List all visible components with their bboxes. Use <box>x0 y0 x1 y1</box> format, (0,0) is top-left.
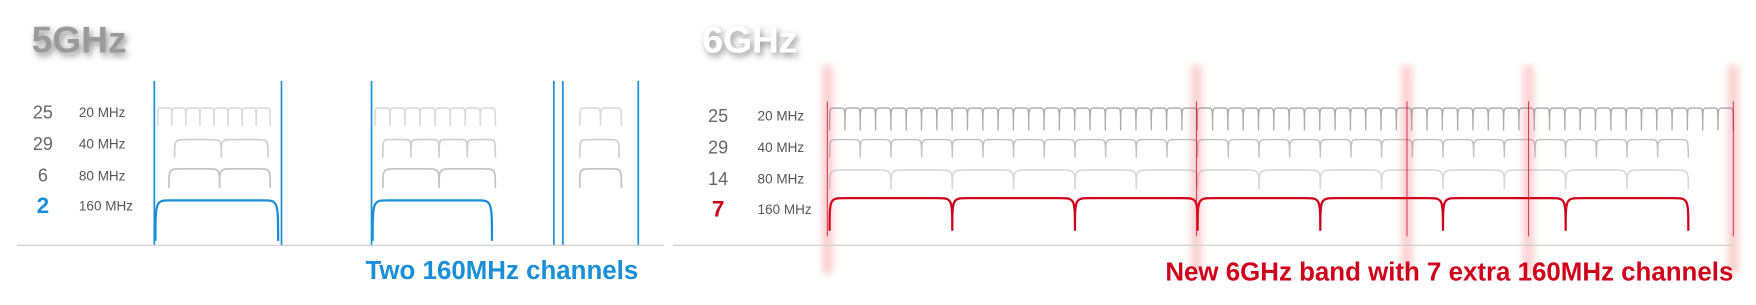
channel-count: 14 <box>708 169 728 189</box>
channel-curve <box>168 167 272 188</box>
channel-curve <box>371 199 494 241</box>
channel-curve <box>578 138 620 158</box>
channel-count: 25 <box>708 106 728 126</box>
channel-graphics <box>151 65 1739 274</box>
channel-curve <box>828 169 1690 190</box>
channel-curve <box>578 107 623 127</box>
channel-curve <box>173 138 269 158</box>
channel-width: 40 MHz <box>79 137 126 152</box>
band-title: 6GHz <box>702 19 797 61</box>
channel-count: 2 <box>37 193 50 218</box>
channel-count: 6 <box>38 165 48 185</box>
channel-curve <box>578 167 623 188</box>
channel-curve <box>154 199 280 241</box>
channel-width: 20 MHz <box>758 109 805 124</box>
channel-curve <box>828 107 1735 131</box>
channel-curve <box>381 167 497 188</box>
caption: Two 160MHz channels <box>366 257 639 285</box>
band-title: 5GHz <box>32 19 127 61</box>
channel-count: 25 <box>33 102 53 122</box>
channel-curve <box>156 107 272 127</box>
channel-curve <box>828 138 1690 158</box>
channel-width: 80 MHz <box>758 172 805 187</box>
channel-curve <box>381 138 497 158</box>
caption: New 6GHz band with 7 extra 160MHz channe… <box>1165 258 1733 286</box>
channel-width: 160 MHz <box>758 202 812 217</box>
channel-width: 20 MHz <box>79 105 126 120</box>
channel-curve <box>374 107 497 127</box>
channel-width: 160 MHz <box>79 199 133 214</box>
channel-count: 29 <box>33 134 53 154</box>
channel-count: 7 <box>712 196 725 221</box>
channel-curve <box>828 196 1690 231</box>
channel-count: 29 <box>708 137 728 157</box>
channel-width: 80 MHz <box>79 168 126 183</box>
channel-width: 40 MHz <box>758 140 805 155</box>
